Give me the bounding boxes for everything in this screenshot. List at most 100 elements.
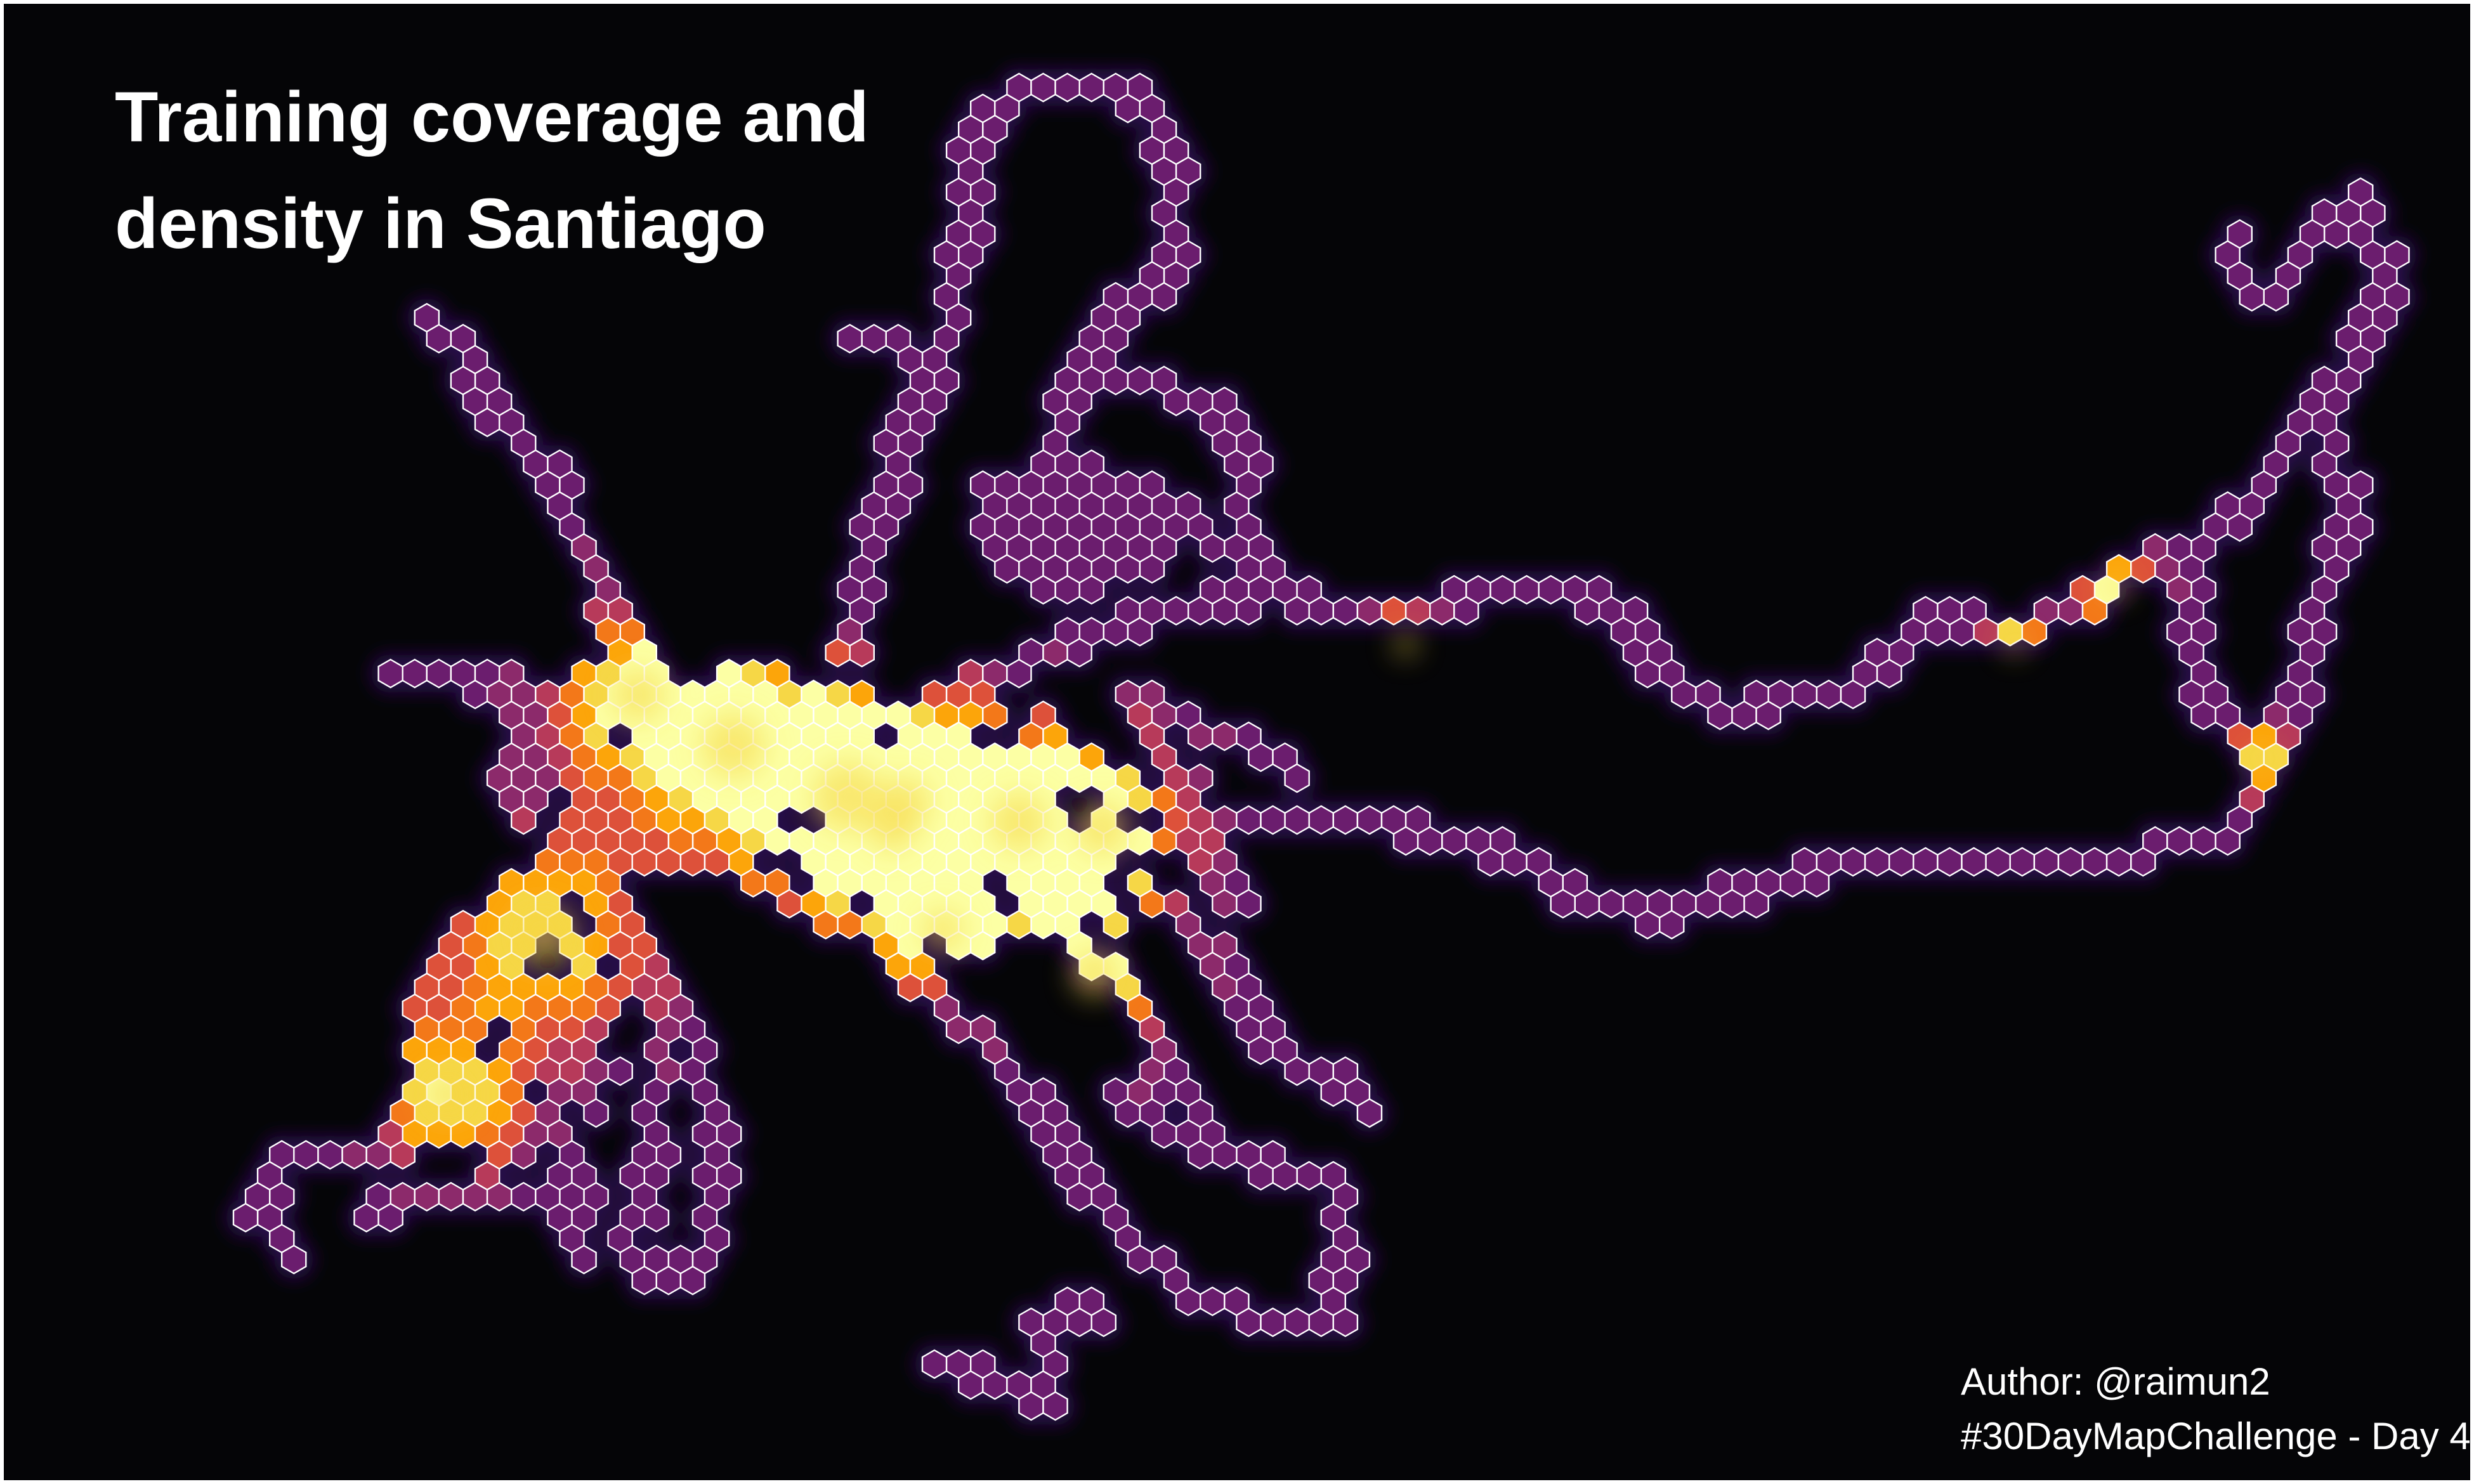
density-hotspots [425, 576, 2272, 1117]
hex-cell [1054, 1286, 1080, 1317]
hex-cell [1284, 596, 1310, 626]
hex-cell [1248, 742, 1274, 772]
hex-cell [1864, 637, 1890, 668]
hex-cell [365, 1140, 391, 1170]
hex-cell [1864, 847, 1890, 877]
hex-cell [1671, 679, 1697, 710]
hex-cell [1199, 1286, 1226, 1317]
hex-cell [414, 1181, 440, 1212]
hex-cell [2384, 282, 2410, 312]
hex-cell [1332, 1307, 1359, 1338]
hex-cell [402, 1035, 428, 1065]
hex-cell [1042, 847, 1068, 877]
hex-cell [1054, 742, 1080, 772]
hex-cell [547, 1077, 573, 1107]
hex-cell [438, 1181, 464, 1212]
hex-cell [1816, 847, 1842, 877]
hex-cell [474, 1077, 501, 1107]
hex-cell [1296, 1161, 1322, 1191]
hex-cell [341, 1140, 367, 1170]
hex-cell [426, 1119, 452, 1149]
hex-cell [789, 742, 815, 772]
hex-cell [402, 658, 428, 689]
credits: Author: @raimun2 #30DayMapChallenge - Da… [1961, 1355, 2470, 1464]
hex-cell [2142, 826, 2168, 856]
hex-cell [1018, 721, 1044, 752]
hex-cell [2081, 847, 2108, 877]
hex-cell [1284, 1307, 1310, 1338]
map-canvas: Training coverage and density in Santiag… [4, 4, 2470, 1480]
hex-cell [752, 763, 778, 793]
hex-cell [1260, 1307, 1286, 1338]
hex-cell [1973, 616, 1999, 647]
hex-cell [2166, 826, 2192, 856]
hex-cell [1441, 575, 1467, 605]
hex-cell [583, 805, 609, 835]
hex-cell [1634, 658, 1661, 689]
hex-cell [571, 700, 597, 731]
hex-cell [535, 1181, 561, 1212]
hex-cell [1489, 575, 1515, 605]
hex-cell [1816, 679, 1842, 710]
hexbin-map [226, 68, 2417, 1426]
hex-cell [571, 1244, 597, 1275]
hex-cell [607, 763, 633, 793]
hex-cell [1054, 616, 1080, 647]
hex-cell [679, 721, 706, 752]
hotspot-glow [1394, 633, 1417, 656]
hex-cell [1030, 909, 1056, 940]
hex-cell [1743, 679, 1769, 710]
hex-cell [547, 742, 573, 772]
map-title: Training coverage and density in Santiag… [115, 77, 869, 263]
hex-cell [2384, 240, 2410, 270]
hex-cell [957, 784, 984, 814]
hex-cell [1175, 784, 1201, 814]
hex-cell [595, 658, 621, 689]
hex-cell [1139, 888, 1165, 919]
challenge-credit: #30DayMapChallenge - Day 4 [1961, 1415, 2470, 1457]
hex-cell [1392, 826, 1419, 856]
hotspot-glow [1072, 951, 1118, 997]
hex-cell [704, 847, 730, 877]
hex-cell [1151, 282, 1177, 312]
hex-cell [704, 805, 730, 835]
hex-cell [1248, 1035, 1274, 1065]
hex-cell [776, 888, 802, 919]
hex-cell [1018, 1307, 1044, 1338]
hex-cell [655, 721, 682, 752]
hex-cell [389, 1181, 416, 1212]
hex-cell [1175, 1286, 1201, 1317]
hex-cell [1332, 596, 1359, 626]
hex-cell [1598, 888, 1625, 919]
hex-cell [1707, 868, 1733, 898]
hotspot-glow [612, 669, 664, 721]
hotspot-glow [813, 762, 882, 831]
hex-cell [2215, 491, 2241, 521]
hex-cell [2033, 847, 2060, 877]
hex-cell [861, 323, 887, 354]
hex-cell [2142, 533, 2168, 563]
hex-cell [1199, 533, 1226, 563]
hex-cell [764, 658, 790, 689]
hex-cell [1985, 847, 2011, 877]
hex-cell [873, 930, 900, 961]
hex-cell [921, 1349, 948, 1379]
hex-cell [1212, 805, 1238, 835]
hex-cell [643, 1202, 670, 1233]
hex-cell [1066, 1181, 1092, 1212]
hex-cell [2069, 575, 2096, 605]
hotspot-glow [425, 1072, 471, 1117]
hex-cell [523, 742, 549, 772]
hex-cell [426, 658, 452, 689]
hex-cell [1006, 909, 1032, 940]
hex-cell [426, 1035, 452, 1065]
hex-cell [728, 679, 754, 710]
hex-cell [2190, 700, 2216, 731]
hex-cell [1187, 721, 1214, 752]
hotspot-glow [2005, 634, 2025, 654]
hex-cell [486, 1140, 513, 1170]
hex-cell [377, 658, 403, 689]
hex-cell [2251, 763, 2277, 793]
hotspot-glow [2252, 748, 2272, 769]
hex-cell [921, 679, 948, 710]
